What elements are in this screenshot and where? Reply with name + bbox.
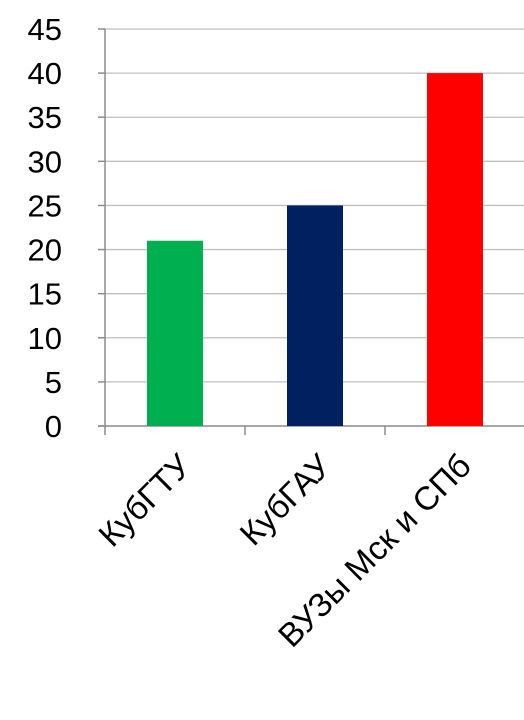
y-tick-label: 10 xyxy=(28,321,62,356)
x-tick-label: КубГТУ xyxy=(91,446,198,553)
bar-1 xyxy=(147,240,203,426)
y-tick-labels: 0 5 10 15 20 25 30 35 40 45 xyxy=(28,12,62,444)
y-tick-label: 15 xyxy=(28,277,62,312)
bar-2 xyxy=(287,205,343,426)
y-tick-label: 40 xyxy=(28,56,62,91)
bar-3 xyxy=(427,73,483,426)
x-tick-label: КубГАУ xyxy=(232,446,338,552)
y-tick-label: 5 xyxy=(45,365,62,400)
y-tick-label: 45 xyxy=(28,12,62,47)
y-tick-label: 25 xyxy=(28,188,62,223)
y-tick-label: 35 xyxy=(28,100,62,135)
bars xyxy=(147,73,483,426)
y-tick-label: 30 xyxy=(28,144,62,179)
y-tick-label: 0 xyxy=(45,409,62,444)
y-tick-label: 20 xyxy=(28,233,62,268)
